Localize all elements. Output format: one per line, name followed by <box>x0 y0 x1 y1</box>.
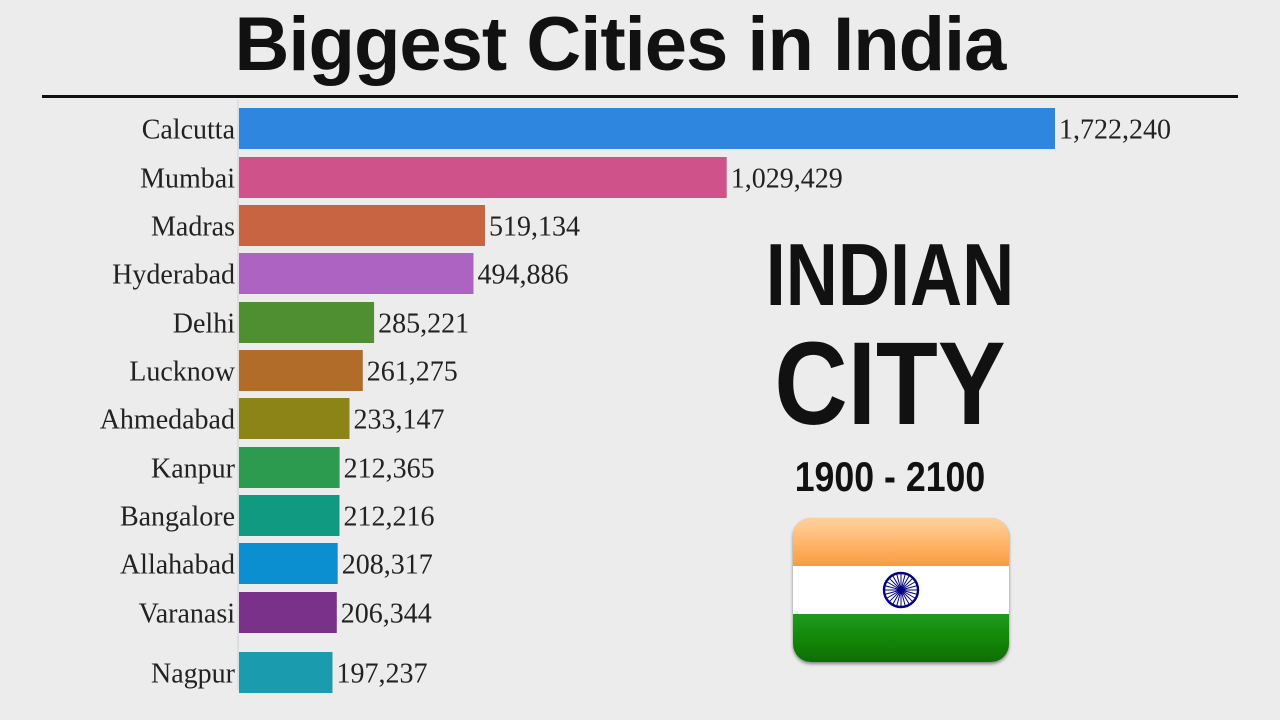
title-divider <box>42 95 1238 98</box>
category-label: Madras <box>151 212 235 243</box>
category-label: Varanasi <box>139 599 236 630</box>
bar-lucknow <box>239 350 363 391</box>
bar-nagpur <box>239 652 333 693</box>
bar-varanasi <box>239 592 337 633</box>
panel-heading-indian: INDIAN <box>765 225 1015 324</box>
bar-calcutta <box>239 108 1055 149</box>
value-label: 261,275 <box>367 357 458 388</box>
bar-hyderabad <box>239 253 474 294</box>
bar-kanpur <box>239 447 340 488</box>
bar-mumbai <box>239 157 727 198</box>
chart-title: Biggest Cities in India <box>234 2 1007 87</box>
value-label: 494,886 <box>478 260 569 291</box>
value-label: 197,237 <box>337 659 428 690</box>
ashoka-chakra-icon <box>882 571 920 609</box>
category-label: Hyderabad <box>112 260 235 291</box>
value-label: 1,029,429 <box>731 164 843 195</box>
value-label: 233,147 <box>354 405 445 436</box>
panel-heading-city: CITY <box>774 318 1006 450</box>
value-label: 212,216 <box>344 502 435 533</box>
value-label: 1,722,240 <box>1059 115 1171 146</box>
value-label: 212,365 <box>344 454 435 485</box>
category-label: Ahmedabad <box>100 405 235 436</box>
bar-bangalore <box>239 495 340 536</box>
bar-ahmedabad <box>239 398 350 439</box>
bar-madras <box>239 205 485 246</box>
year-range: 1900 - 2100 <box>794 453 986 500</box>
bar-allahabad <box>239 543 338 584</box>
bar-delhi <box>239 302 375 343</box>
india-flag-icon <box>793 518 1009 662</box>
value-label: 206,344 <box>341 599 432 630</box>
value-label: 285,221 <box>378 309 469 340</box>
category-label: Calcutta <box>142 115 236 146</box>
category-label: Delhi <box>173 309 235 340</box>
category-label: Mumbai <box>140 164 235 195</box>
value-label: 208,317 <box>342 550 433 581</box>
category-label: Allahabad <box>120 550 235 581</box>
category-label: Lucknow <box>129 357 236 388</box>
value-label: 519,134 <box>489 212 580 243</box>
category-label: Bangalore <box>120 502 235 533</box>
category-label: Nagpur <box>151 659 236 690</box>
info-panel: INDIAN CITY 1900 - 2100 <box>720 225 1060 507</box>
category-label: Kanpur <box>151 454 236 485</box>
